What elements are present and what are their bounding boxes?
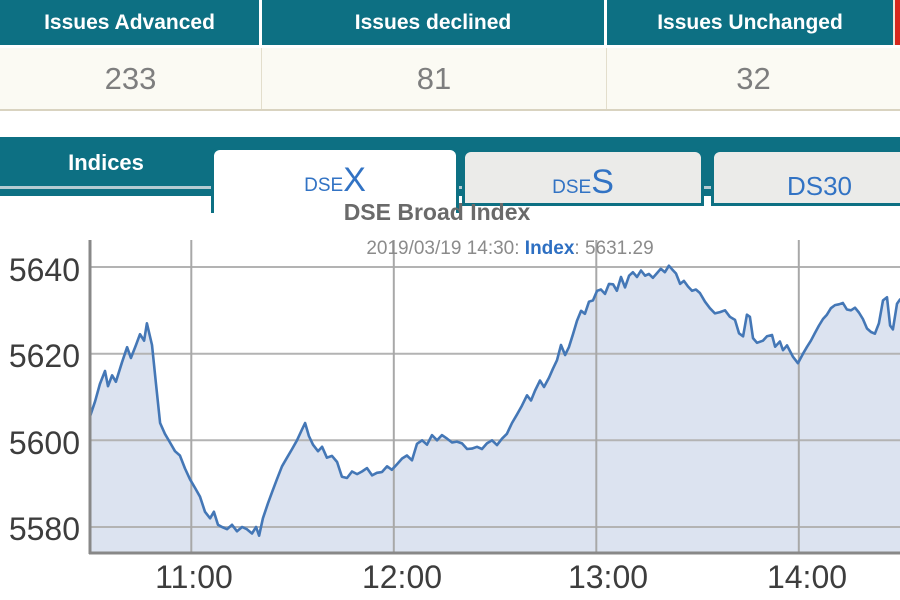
y-tick-5620: 5620 <box>8 338 80 374</box>
x-tick-12: 12:00 <box>361 559 443 595</box>
tab-dsex-label: DSEX <box>214 161 456 200</box>
issues-advanced-header: Issues Advanced <box>0 0 262 45</box>
tab-dses-label: DSES <box>465 163 701 202</box>
chart-subtitle: 2019/03/19 14:30: Index: 5631.29 <box>260 238 760 260</box>
tab-dsex[interactable]: DSEX <box>211 147 459 213</box>
tab-ds30[interactable]: DS30 <box>711 149 900 206</box>
x-tick-11: 11:00 <box>155 559 233 595</box>
tab-ds30-text: DS30 <box>786 171 853 201</box>
chart-title: DSE Broad Index <box>343 199 531 225</box>
issues-declined-value: 81 <box>262 48 607 109</box>
issues-unchanged-value: 32 <box>736 60 771 96</box>
tab-dses-suffix: S <box>591 163 614 201</box>
x-tick-13: 13:00 <box>567 559 649 595</box>
header-edge-red-strip <box>895 0 900 45</box>
tab-dsex-suffix: X <box>343 161 366 199</box>
tab-dses[interactable]: DSES <box>462 149 704 206</box>
issues-advanced-value: 233 <box>0 48 262 109</box>
y-tick-5640: 5640 <box>8 252 80 288</box>
stats-header-row: Issues Advanced Issues declined Issues U… <box>0 0 900 45</box>
chart-subtitle-datetime: 2019/03/19 14:30: <box>366 238 525 259</box>
header-edge-divider <box>893 0 895 45</box>
indices-section-label: Indices <box>68 150 144 175</box>
chart-subtitle-index-label: Index <box>524 238 575 259</box>
stats-values-row: 233 81 32 <box>0 45 900 111</box>
y-tick-5600: 5600 <box>8 425 80 461</box>
x-tick-14: 14:00 <box>766 559 848 595</box>
y-tick-5580: 5580 <box>8 511 80 547</box>
issues-unchanged-header: Issues Unchanged <box>607 0 893 45</box>
tab-ds30-label: DS30 <box>714 165 900 204</box>
issues-declined-header: Issues declined <box>262 0 607 45</box>
tab-dses-prefix: DSE <box>552 177 592 198</box>
tab-dsex-prefix: DSE <box>304 175 344 196</box>
chart-subtitle-index-value: : 5631.29 <box>574 238 654 259</box>
